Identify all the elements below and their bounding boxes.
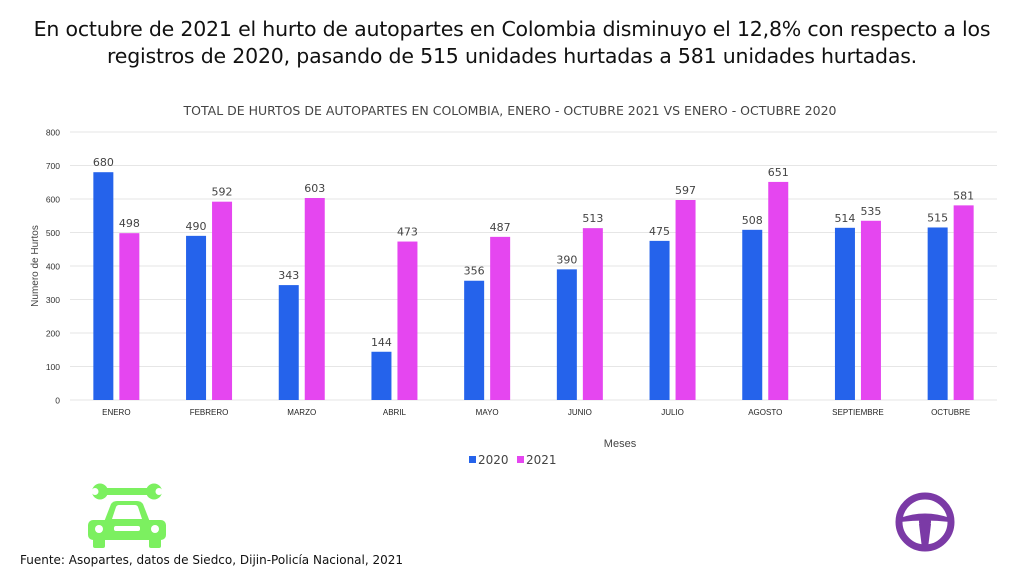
bar-2020 [742,229,763,400]
bar-2021 [582,228,603,400]
y-tick-label: 300 [46,295,60,305]
bar-2021 [953,205,974,400]
legend-label-2020: 2020 [478,453,509,467]
x-tick-label: MARZO [287,408,316,417]
bar-2020 [649,240,670,400]
bar-2021 [304,197,325,400]
bar-2021 [212,201,233,400]
legend-swatch-2020 [469,456,476,463]
bar-value-label: 651 [768,166,789,179]
bar-value-label: 515 [927,211,948,224]
bar-value-label: 508 [742,214,763,227]
bar-value-label: 343 [278,269,299,282]
x-tick-label: AGOSTO [748,408,782,417]
bar-2021 [119,233,140,400]
bar-value-label: 473 [397,226,418,239]
y-tick-label: 400 [46,262,60,272]
bar-value-label: 475 [649,225,670,238]
source-footer: Fuente: Asopartes, datos de Siedco, Diji… [20,553,404,567]
x-tick-label: SEPTIEMBRE [832,408,884,417]
bar-2020 [93,172,114,400]
x-tick-label: OCTUBRE [931,408,970,417]
x-tick-label: ABRIL [383,408,407,417]
bar-value-label: 390 [556,253,577,266]
chart-title: TOTAL DE HURTOS DE AUTOPARTES EN COLOMBI… [183,103,837,118]
bar-2020 [927,227,948,400]
y-tick-label: 100 [46,362,60,372]
bar-value-label: 597 [675,184,696,197]
x-tick-label: MAYO [476,408,499,417]
bar-2020 [834,227,855,400]
bar-value-label: 356 [464,265,485,278]
x-tick-label: FEBRERO [190,408,229,417]
bar-value-label: 592 [212,186,233,199]
bar-value-label: 680 [93,156,114,169]
bar-2020 [556,269,577,400]
y-axis-label: Numero de Hurtos [30,225,41,307]
bar-2020 [371,351,392,400]
y-tick-label: 600 [46,195,60,205]
bar-2021 [490,236,511,400]
x-tick-label: JUNIO [568,408,592,417]
x-tick-label: JULIO [661,408,684,417]
bar-2021 [768,181,789,400]
bar-2021 [860,220,881,400]
x-axis-label: Meses [604,438,637,450]
steering-wheel-icon [894,491,956,558]
y-tick-label: 200 [46,329,60,339]
bar-value-label: 514 [834,212,855,225]
headline: En octubre de 2021 el hurto de autoparte… [33,17,991,68]
bar-value-label: 581 [953,189,974,202]
legend-swatch-2021 [517,456,524,463]
bar-2021 [397,241,418,400]
y-tick-label: 0 [55,396,60,406]
bar-2021 [675,200,696,400]
bar-value-label: 487 [490,221,511,234]
bar-2020 [278,285,299,400]
bar-value-label: 603 [304,182,325,195]
bar-value-label: 490 [186,220,207,233]
bar-value-label: 513 [582,212,603,225]
y-tick-label: 700 [46,161,60,171]
y-tick-label: 500 [46,228,60,238]
bar-value-label: 535 [860,205,881,218]
bar-2020 [464,280,485,400]
x-tick-label: ENERO [102,408,130,417]
car-wrench-icon [84,482,170,555]
bar-value-label: 498 [119,217,140,230]
legend-label-2021: 2021 [526,453,557,467]
bar-2020 [186,235,207,400]
y-tick-label: 800 [46,128,60,138]
bar-value-label: 144 [371,336,392,349]
